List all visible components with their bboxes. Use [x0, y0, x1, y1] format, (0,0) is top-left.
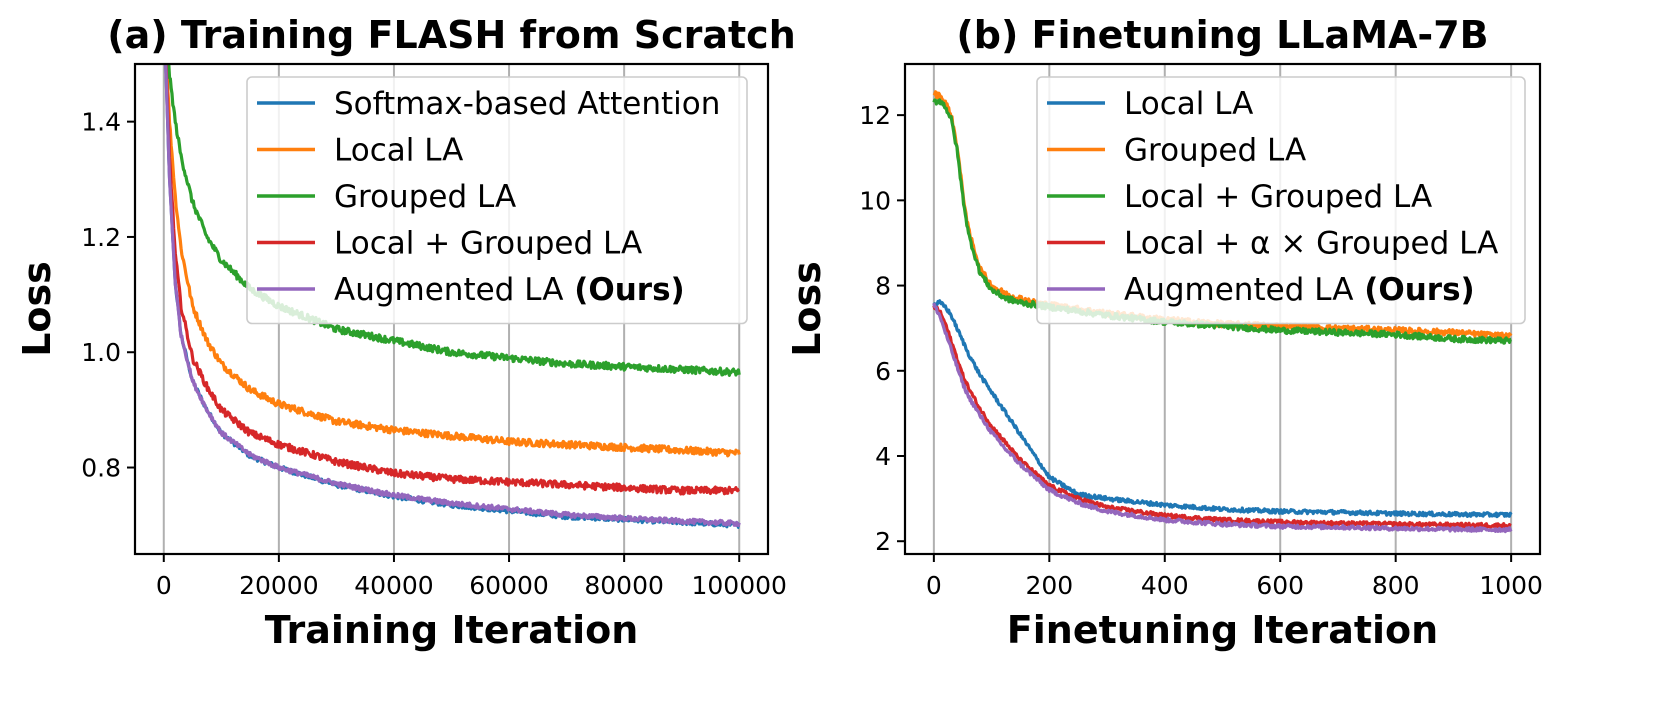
- x-axis-label: Training Iteration: [265, 608, 639, 652]
- legend-label-softmax-based-attention: Softmax-based Attention: [334, 86, 720, 122]
- y-tick-label: 10: [859, 186, 891, 215]
- x-tick-label: 40000: [354, 571, 434, 600]
- legend-label-text: Local LA: [334, 133, 463, 169]
- legend-label-augmented-la: Augmented LA (Ours): [334, 272, 685, 308]
- legend-label-text: Grouped LA: [1124, 133, 1306, 169]
- legend-label-grouped-la: Grouped LA: [334, 179, 516, 215]
- series-lines: [164, 64, 741, 530]
- y-tick-label: 8: [875, 272, 891, 301]
- legend-label-local-grouped-la: Local + Grouped LA: [334, 226, 642, 262]
- legend-label-local-la: Local LA: [1124, 86, 1253, 122]
- y-tick-label: 1.4: [81, 108, 121, 137]
- x-tick-label: 0: [156, 571, 172, 600]
- x-axis-label: Finetuning Iteration: [1007, 608, 1438, 652]
- y-tick-label: 6: [875, 357, 891, 386]
- y-tick-label: 4: [875, 442, 891, 471]
- legend: Softmax-based Attention Local LA Grouped L…: [246, 76, 748, 325]
- series-line-local-grouped-la: [932, 98, 1512, 345]
- legend-label-text: Local + α × Grouped LA: [1124, 226, 1498, 262]
- y-tick-label: 2: [875, 527, 891, 556]
- legend-label-text: Grouped LA: [334, 179, 516, 215]
- y-tick-label: 1.2: [81, 223, 121, 252]
- x-tick-label: 60000: [469, 571, 549, 600]
- series-line-local-grouped-la: [164, 64, 741, 496]
- legend-label-local-la: Local LA: [334, 133, 463, 169]
- y-tick-label: 0.8: [81, 454, 121, 483]
- series-line-local-la: [165, 64, 741, 458]
- x-tick-label: 600: [1256, 571, 1304, 600]
- y-axis-label: Loss: [15, 261, 59, 357]
- y-tick-label: 12: [859, 101, 891, 130]
- legend-label-text: Augmented LA: [334, 272, 563, 308]
- series-line-local-la: [932, 299, 1513, 519]
- x-tick-label: 400: [1141, 571, 1189, 600]
- series-line-augmented-la: [164, 64, 741, 528]
- legend-label-suffix: (Ours): [563, 272, 684, 308]
- legend-label-local-grouped-la: Local + Grouped LA: [1124, 179, 1432, 215]
- chart-title: (b) Finetuning LLaMA-7B: [956, 13, 1488, 57]
- plot-frame: [903, 62, 1542, 556]
- plot-frame: [133, 62, 770, 556]
- legend-label-grouped-la: Grouped LA: [1124, 133, 1306, 169]
- panel-training-from-scratch: 0 20000 40000 60000 80000 100000 0.8 1.0 1.2 1.4 (…: [15, 13, 796, 652]
- chart-title: (a) Training FLASH from Scratch: [107, 13, 796, 57]
- x-tick-label: 20000: [239, 571, 319, 600]
- x-tick-label: 0: [926, 571, 942, 600]
- legend-label-text: Local + Grouped LA: [334, 226, 642, 262]
- y-tick-label: 1.0: [81, 338, 121, 367]
- x-tick-label: 200: [1025, 571, 1073, 600]
- legend: Local LA Grouped LA Local + Grouped LA Loca…: [1036, 76, 1526, 325]
- legend-label-text: Local + Grouped LA: [1124, 179, 1432, 215]
- x-tick-label: 1000: [1479, 571, 1543, 600]
- y-axis-label: Loss: [785, 261, 829, 357]
- panel-finetuning-llama: 0 200 400 600 800 1000 2 4 6 8 10 12 (b) Finetuning …: [785, 13, 1543, 652]
- legend-label-text: Local LA: [1124, 86, 1253, 122]
- legend-box: [1036, 76, 1526, 325]
- x-tick-label: 80000: [584, 571, 664, 600]
- legend-label-local-grouped-la: Local + α × Grouped LA: [1124, 226, 1498, 262]
- legend-box: [246, 76, 748, 325]
- legend-label-suffix: (Ours): [1353, 272, 1474, 308]
- series-line-augmented-la: [932, 302, 1513, 534]
- x-tick-label: 100000: [692, 571, 787, 600]
- x-tick-label: 800: [1372, 571, 1420, 600]
- legend-label-augmented-la: Augmented LA (Ours): [1124, 272, 1475, 308]
- legend-label-text: Augmented LA: [1124, 272, 1353, 308]
- legend-label-text: Softmax-based Attention: [334, 86, 720, 122]
- series-line-local-grouped-la: [932, 305, 1512, 529]
